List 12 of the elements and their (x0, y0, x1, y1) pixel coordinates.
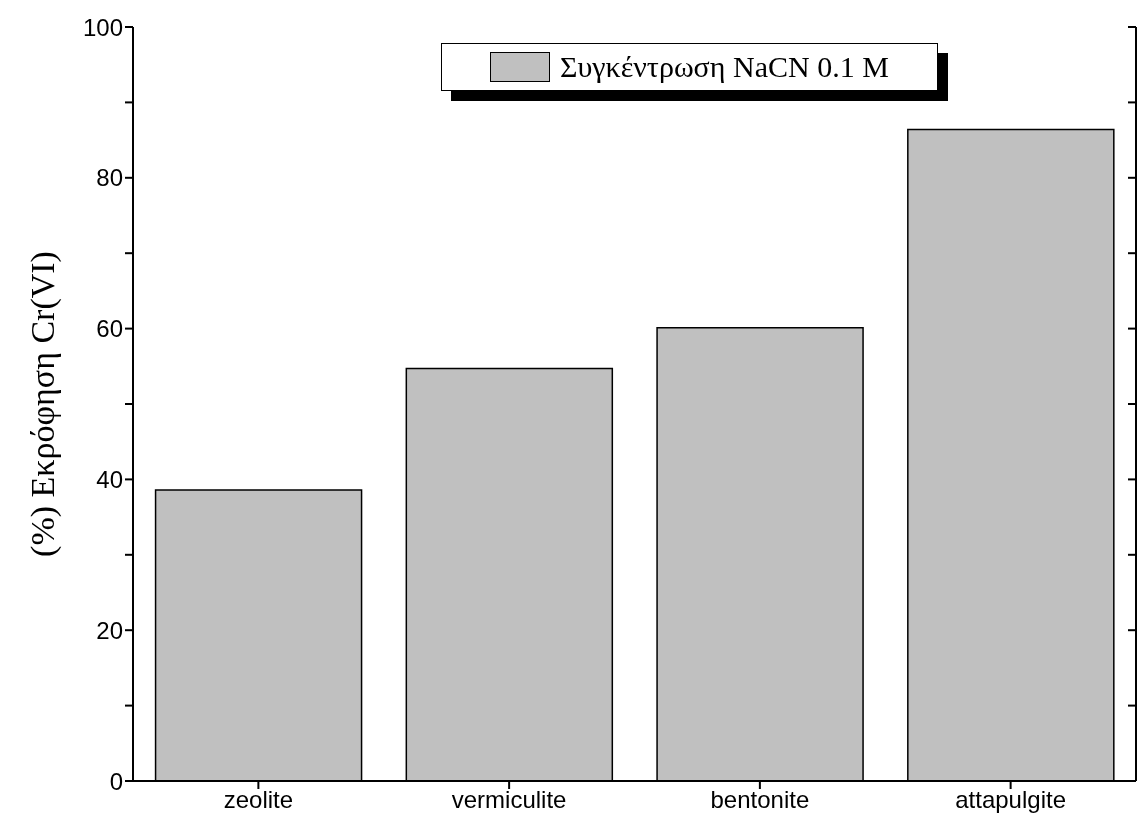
x-tick-label: attapulgite (955, 786, 1067, 814)
y-tick-label: 100 (82, 13, 123, 41)
y-tick-label: 80 (96, 164, 123, 192)
x-tick-label: zeolite (223, 786, 294, 814)
x-tick-label: bentonite (710, 786, 810, 814)
y-tick-label: 60 (96, 315, 123, 343)
legend-label: Συγκέντρωση NaCN 0.1 M (560, 50, 889, 84)
y-axis-title: (%) Εκρόφηση Cr(VI) (24, 251, 62, 557)
x-tick-label: vermiculite (451, 786, 567, 814)
y-tick-label: 40 (96, 465, 123, 493)
y-tick-label: 20 (96, 616, 123, 644)
y-tick-label: 0 (109, 767, 123, 795)
